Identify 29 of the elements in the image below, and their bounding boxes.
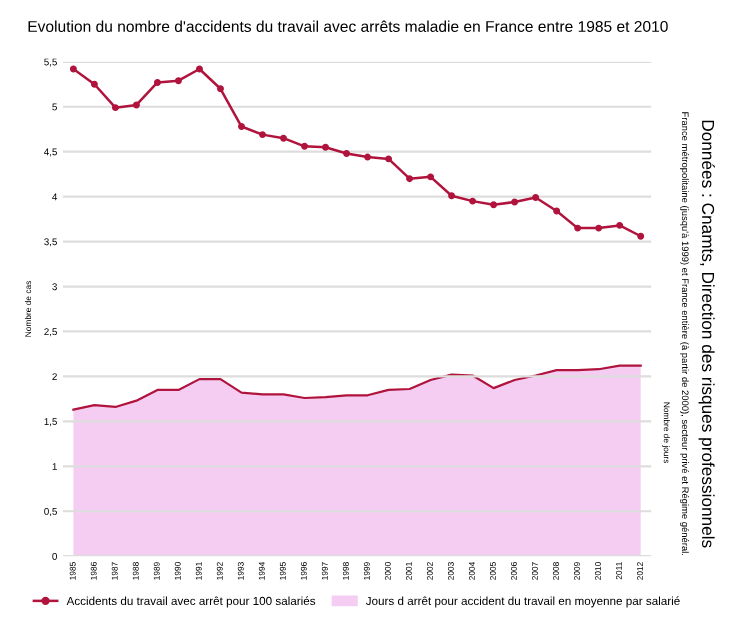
point xyxy=(532,194,540,202)
point xyxy=(174,77,182,85)
point xyxy=(616,221,624,229)
point xyxy=(132,101,140,109)
point xyxy=(301,142,308,150)
point xyxy=(637,232,645,240)
point xyxy=(406,175,414,183)
point xyxy=(69,65,77,73)
point xyxy=(196,65,203,73)
point xyxy=(322,143,330,151)
point xyxy=(574,224,582,232)
point xyxy=(490,201,498,209)
point xyxy=(280,134,287,142)
point xyxy=(427,173,435,181)
point xyxy=(511,198,519,206)
point xyxy=(364,153,372,161)
point xyxy=(385,155,393,163)
point xyxy=(111,104,119,112)
point xyxy=(595,224,603,232)
point xyxy=(469,197,477,205)
point xyxy=(448,192,456,200)
text: Données : Cnamts, Direction des risques professionnels xyxy=(698,120,715,548)
point xyxy=(238,123,245,130)
point xyxy=(553,207,561,215)
point xyxy=(343,150,351,157)
point xyxy=(217,85,224,93)
point xyxy=(90,80,98,88)
point xyxy=(259,131,266,139)
point xyxy=(153,79,161,86)
